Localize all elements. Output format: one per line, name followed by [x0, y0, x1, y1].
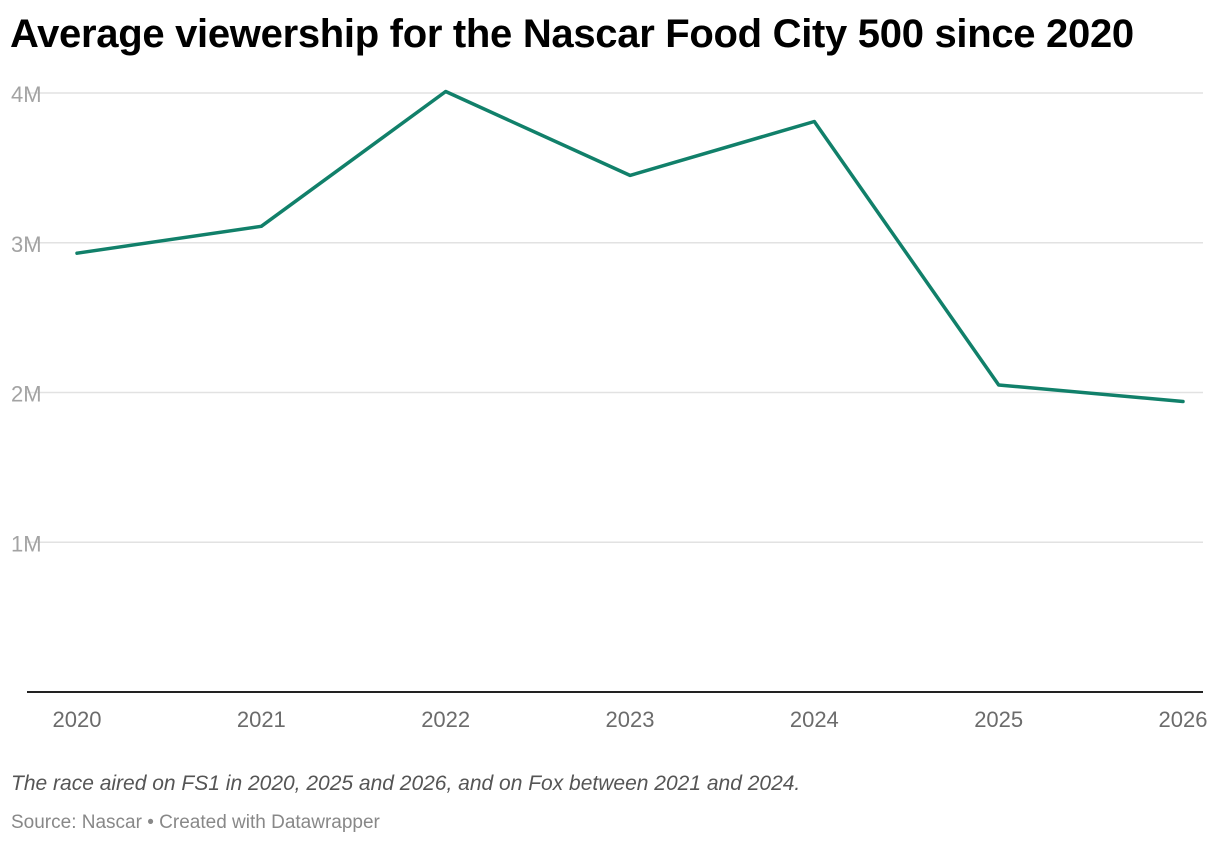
data-point [444, 90, 448, 94]
y-tick-label: 4M [11, 82, 42, 107]
data-point [997, 383, 1001, 387]
y-axis: 1M 2M 3M 4M [11, 82, 42, 556]
y-tick-label: 3M [11, 232, 42, 257]
y-tick-label: 2M [11, 382, 42, 407]
x-tick-label: 2022 [421, 707, 470, 732]
x-tick-label: 2026 [1159, 707, 1208, 732]
source-line: Source: Nascar • Created with Datawrappe… [11, 812, 380, 834]
x-tick-label: 2024 [790, 707, 839, 732]
source-name: Nascar [81, 812, 142, 833]
credit-text: Created with Datawrapper [159, 812, 380, 833]
chart-title: Average viewership for the Nascar Food C… [10, 12, 1134, 56]
x-tick-label: 2021 [237, 707, 286, 732]
viewership-line [75, 89, 1185, 404]
x-tick-label: 2023 [606, 707, 655, 732]
data-point [1181, 399, 1185, 403]
x-axis: 2020 2021 2022 2023 2024 2025 2026 [53, 707, 1208, 732]
source-separator: • [147, 812, 154, 833]
chart-note: The race aired on FS1 in 2020, 2025 and … [11, 772, 801, 795]
gridlines [27, 92, 1203, 543]
data-point [75, 251, 79, 255]
source-label: Source: [11, 812, 77, 833]
y-tick-label: 1M [11, 531, 42, 556]
data-point [259, 224, 263, 228]
x-tick-label: 2020 [53, 707, 102, 732]
x-tick-label: 2025 [974, 707, 1023, 732]
line-chart: 1M 2M 3M 4M 2020 2021 2022 2023 2024 2025 2026 [11, 82, 1208, 732]
series [75, 89, 1185, 404]
data-point [812, 119, 816, 123]
data-point [628, 173, 632, 177]
